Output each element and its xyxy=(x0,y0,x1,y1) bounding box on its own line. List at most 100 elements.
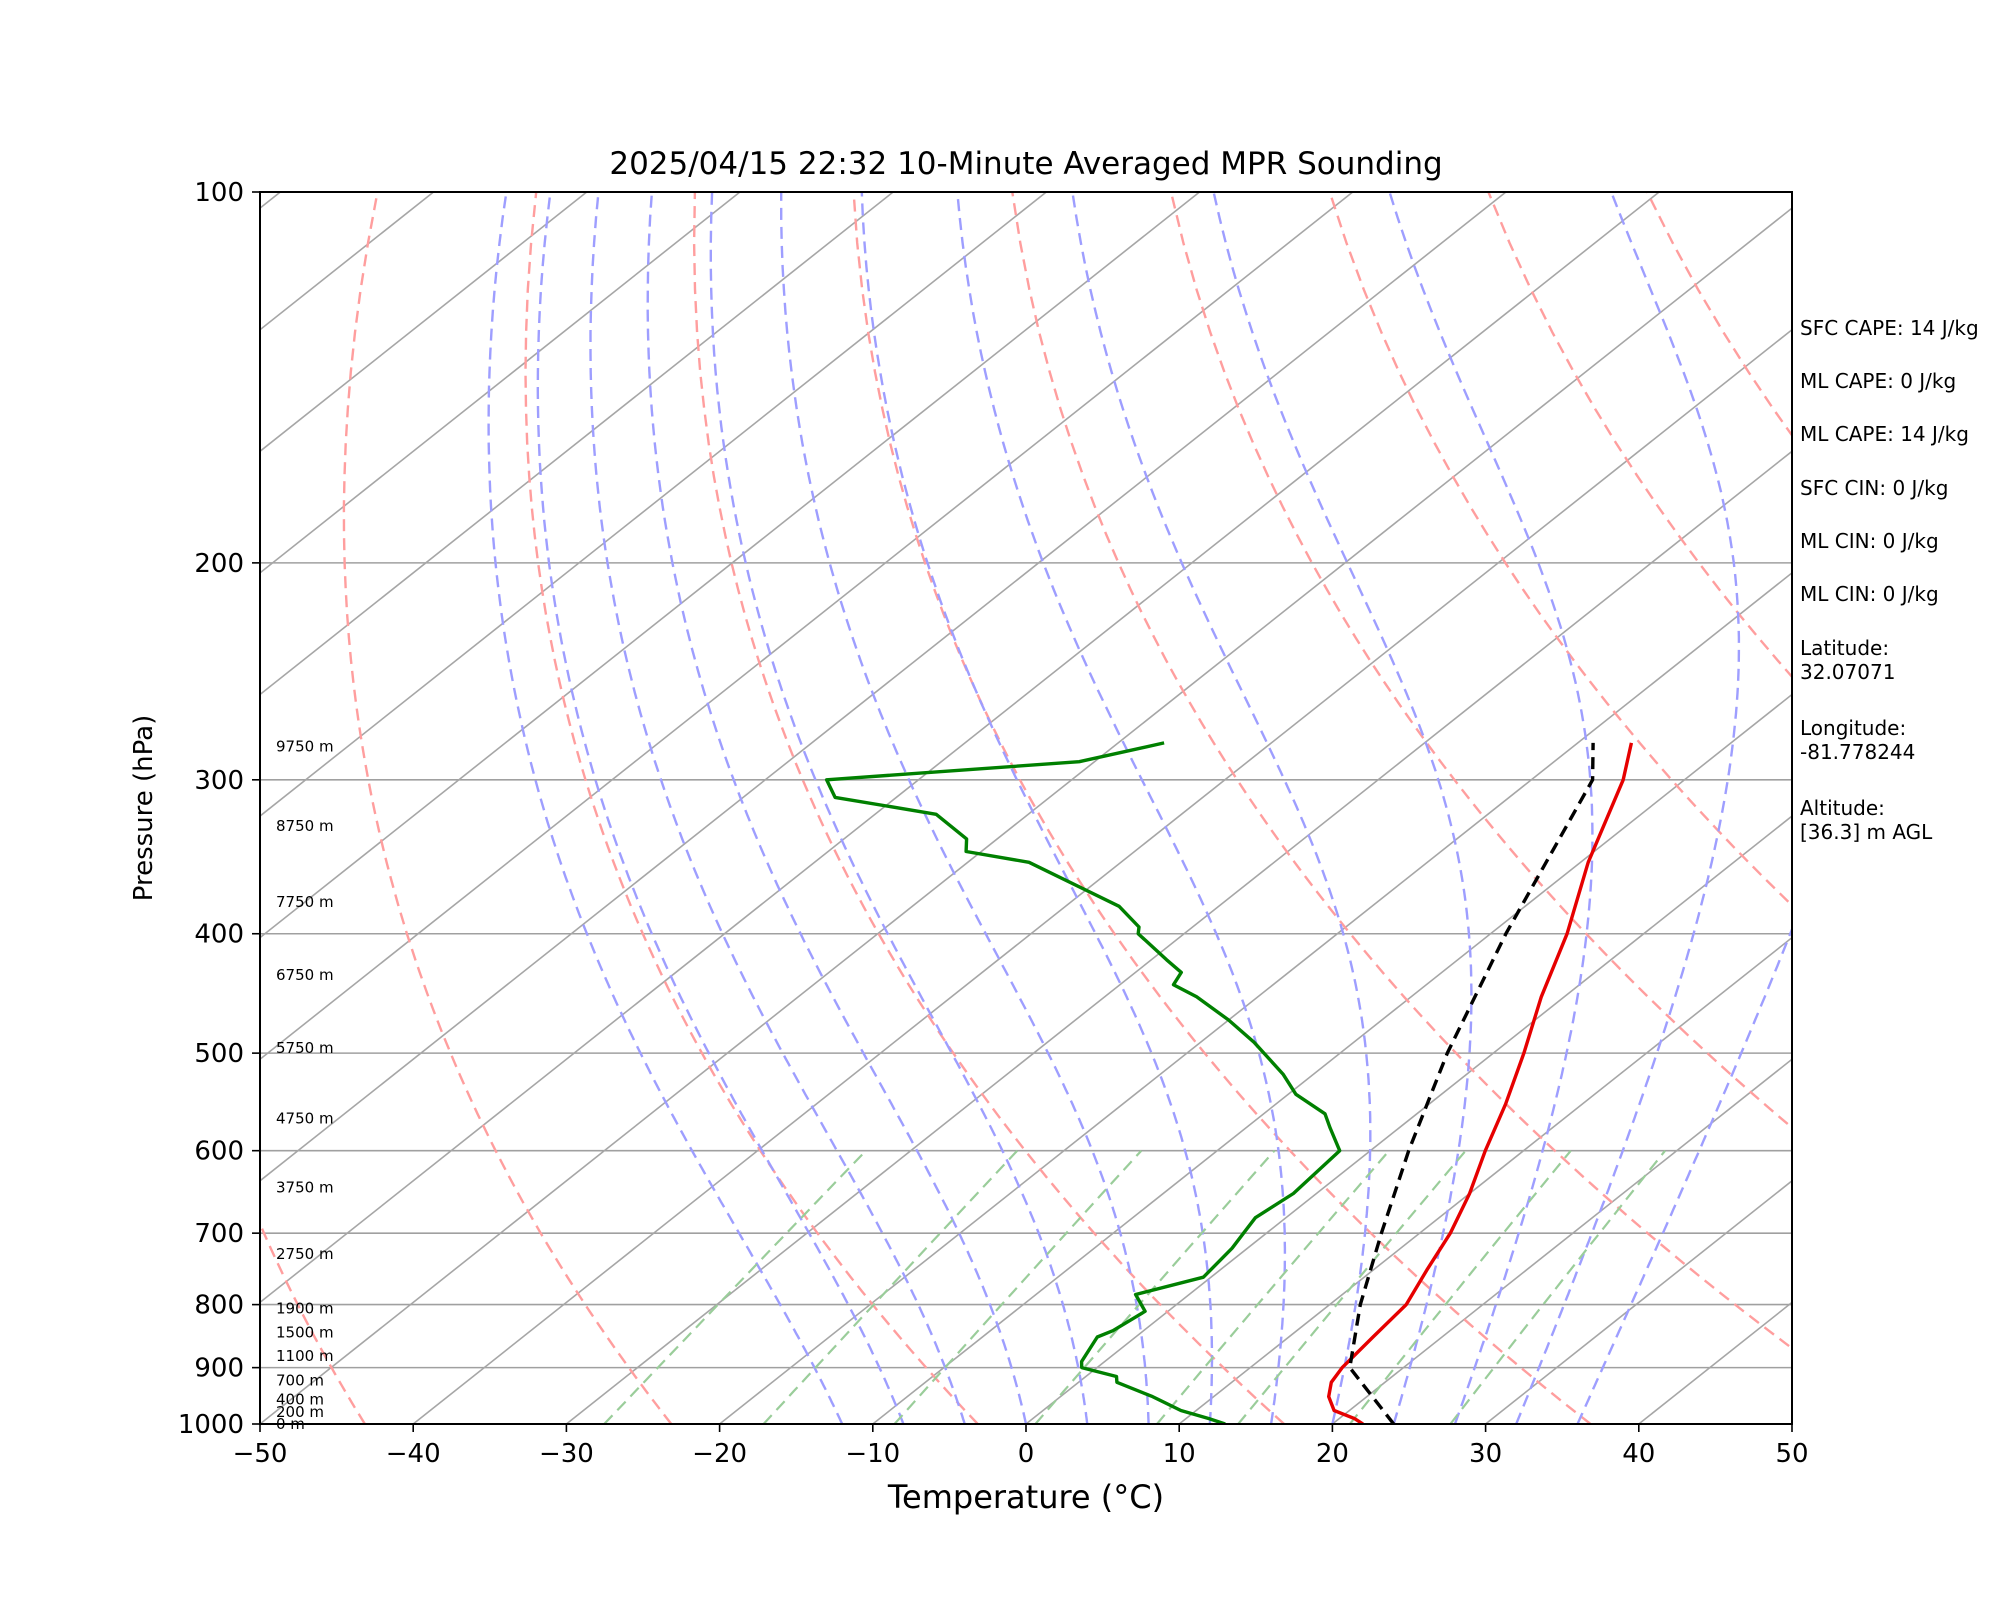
dry-adiabat xyxy=(0,192,60,1424)
mixing-ratio-line xyxy=(762,1149,1019,1424)
moist-adiabat xyxy=(1212,192,1473,1424)
x-tick-label: 40 xyxy=(1622,1439,1655,1469)
isotherm xyxy=(872,693,1792,1424)
isotherm xyxy=(260,192,1660,1304)
x-tick-label: 30 xyxy=(1469,1439,1502,1469)
y-tick-label: 800 xyxy=(194,1291,244,1321)
x-tick-label: −10 xyxy=(845,1439,900,1469)
dry-adiabat xyxy=(524,192,979,1424)
dry-adiabat xyxy=(1328,192,1792,908)
moist-adiabat xyxy=(860,192,1214,1424)
info-item: ML CAPE: 14 J/kg xyxy=(1800,422,1969,446)
isotherm xyxy=(1025,815,1792,1424)
y-axis-label: Pressure (hPa) xyxy=(129,715,159,902)
x-tick-label: −30 xyxy=(539,1439,594,1469)
info-item: Latitude: 32.07071 xyxy=(1800,636,1896,684)
height-label: 8750 m xyxy=(276,817,334,835)
isotherm xyxy=(260,192,1507,1182)
x-tick-label: 20 xyxy=(1316,1439,1349,1469)
dry-adiabat xyxy=(1965,192,2000,1424)
isotherm xyxy=(412,328,1792,1424)
mixing-ratio-line xyxy=(893,1149,1143,1424)
dry-adiabat xyxy=(692,192,1285,1424)
height-label: 4750 m xyxy=(276,1110,334,1128)
moist-adiabat xyxy=(1388,192,1594,1424)
dewpoint-profile xyxy=(824,741,1342,1424)
isotherm xyxy=(260,192,741,574)
parcel-path xyxy=(1348,742,1595,1424)
x-tick-label: 10 xyxy=(1163,1439,1196,1469)
dry-adiabat xyxy=(1169,192,1792,1130)
isotherm xyxy=(260,192,1354,1061)
y-tick-label: 200 xyxy=(194,549,244,579)
y-tick-label: 700 xyxy=(194,1219,244,1249)
isotherm xyxy=(0,192,127,1424)
moist-adiabat xyxy=(780,192,1150,1424)
height-label: 7750 m xyxy=(276,893,334,911)
x-tick-label: −20 xyxy=(692,1439,747,1469)
isotherm xyxy=(260,192,588,453)
x-tick-label: 50 xyxy=(1775,1439,1808,1469)
mixing-ratio-line xyxy=(1034,1149,1276,1424)
dry-adiabat xyxy=(260,1220,366,1424)
info-item: SFC CIN: 0 J/kg xyxy=(1800,476,1949,500)
dry-adiabat xyxy=(1011,192,1792,1350)
y-tick-label: 600 xyxy=(194,1137,244,1167)
height-label: 1500 m xyxy=(276,1324,334,1342)
mixing-ratio-line xyxy=(1156,1149,1390,1424)
height-label: 9750 m xyxy=(276,738,334,756)
info-item: SFC CAPE: 14 J/kg xyxy=(1800,316,1979,340)
info-item: ML CIN: 0 J/kg xyxy=(1800,529,1939,553)
chart-title: 2025/04/15 22:32 10-Minute Averaged MPR … xyxy=(609,146,1442,182)
moist-adiabat xyxy=(709,192,1089,1424)
moist-adiabat xyxy=(536,192,905,1424)
x-tick-label: −50 xyxy=(233,1439,288,1469)
height-label: 5750 m xyxy=(276,1039,334,1057)
info-item: ML CIN: 0 J/kg xyxy=(1800,582,1939,606)
y-tick-label: 100 xyxy=(194,178,244,208)
info-item: ML CAPE: 0 J/kg xyxy=(1800,369,1957,393)
isotherm xyxy=(1485,1179,1792,1424)
moist-adiabat xyxy=(956,192,1287,1424)
height-label: 0 m xyxy=(276,1415,305,1433)
mixing-ratio-line xyxy=(1449,1150,1666,1424)
height-label: 2750 m xyxy=(276,1245,334,1263)
x-tick-label: 0 xyxy=(1018,1439,1035,1469)
moist-adiabat xyxy=(487,192,844,1424)
dry-adiabat xyxy=(342,192,673,1424)
y-tick-label: 500 xyxy=(194,1039,244,1069)
temperature-profile xyxy=(1327,742,1634,1424)
isotherm xyxy=(1331,1058,1792,1424)
height-label: 3750 m xyxy=(276,1179,334,1197)
isotherm xyxy=(1178,936,1792,1424)
y-tick-label: 1000 xyxy=(178,1410,244,1440)
moist-adiabat xyxy=(1071,192,1372,1424)
dry-adiabat xyxy=(852,192,1592,1424)
moist-adiabat xyxy=(646,192,1028,1424)
x-tick-label: −40 xyxy=(386,1439,441,1469)
isotherm xyxy=(719,571,1792,1424)
height-label: 200 m xyxy=(276,1403,324,1421)
moist-adiabat xyxy=(1515,192,1741,1424)
mixing-ratio-line xyxy=(1349,1150,1572,1424)
height-label: 400 m xyxy=(276,1390,324,1408)
y-tick-label: 400 xyxy=(194,920,244,950)
isotherm xyxy=(565,450,1792,1424)
x-axis-label: Temperature (°C) xyxy=(887,1478,1164,1516)
y-tick-label: 900 xyxy=(194,1354,244,1384)
isotherm xyxy=(260,192,1047,818)
height-label: 6750 m xyxy=(276,966,334,984)
height-label: 700 m xyxy=(276,1372,324,1390)
height-label: 1900 m xyxy=(276,1300,334,1318)
isotherm xyxy=(260,192,1201,939)
y-tick-label: 300 xyxy=(194,766,244,796)
isotherm xyxy=(260,192,894,696)
mixing-ratio-line xyxy=(603,1149,867,1424)
info-item: Longitude: -81.778244 xyxy=(1800,716,1916,764)
height-label: 1100 m xyxy=(276,1347,334,1365)
moist-adiabat xyxy=(1576,926,1792,1424)
mixing-ratio-line xyxy=(1237,1149,1467,1424)
isotherm xyxy=(260,207,1792,1424)
info-item: Altitude: [36.3] m AGL xyxy=(1800,796,1933,844)
